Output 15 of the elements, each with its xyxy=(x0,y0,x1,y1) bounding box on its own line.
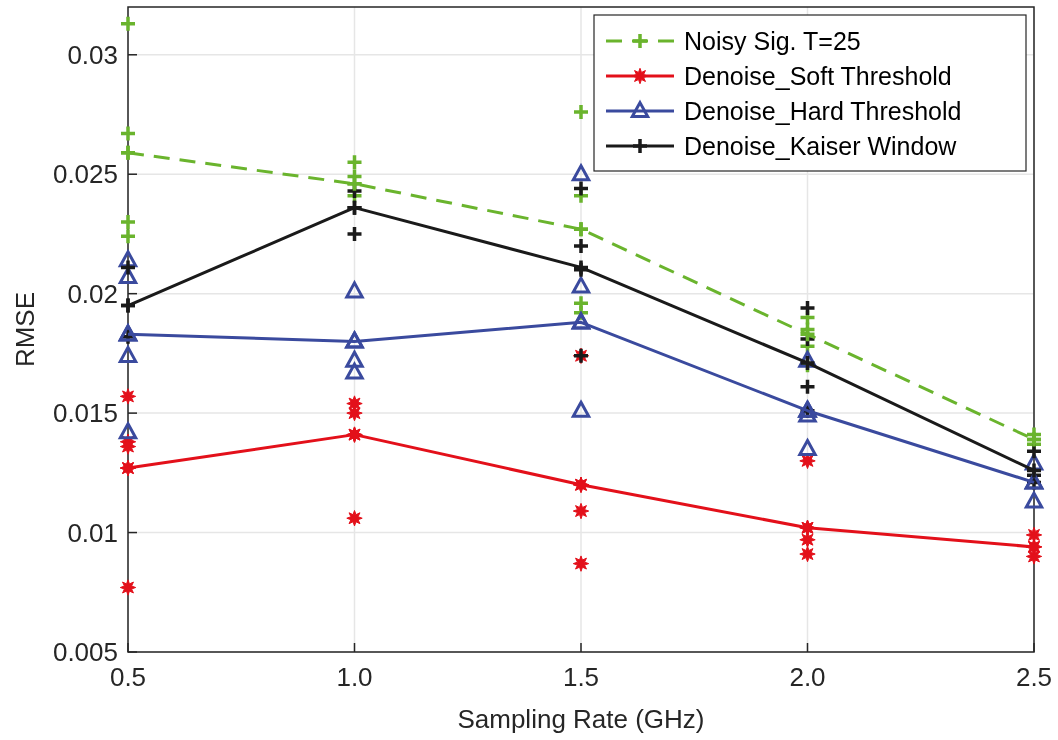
x-tick-label: 2.5 xyxy=(1015,662,1053,692)
y-axis-title: RMSE xyxy=(10,291,40,368)
legend-label: Denoise_Soft Threshold xyxy=(684,62,952,90)
x-axis-title: Sampling Rate (GHz) xyxy=(457,704,705,734)
legend-label: Denoise_Hard Threshold xyxy=(684,97,962,125)
y-tick-label: 0.03 xyxy=(67,39,118,70)
x-tick-label: 2.0 xyxy=(789,662,826,692)
x-tick-label: 1.0 xyxy=(336,662,373,692)
y-tick-label: 0.01 xyxy=(67,517,118,548)
legend-label: Noisy Sig. T=25 xyxy=(684,27,861,55)
y-tick-label: 0.025 xyxy=(52,159,118,190)
y-tick-label: 0.02 xyxy=(67,278,118,309)
legend-label: Denoise_Kaiser Window xyxy=(684,132,958,160)
x-tick-label: 1.5 xyxy=(562,662,600,692)
y-tick-label: 0.015 xyxy=(52,398,118,429)
